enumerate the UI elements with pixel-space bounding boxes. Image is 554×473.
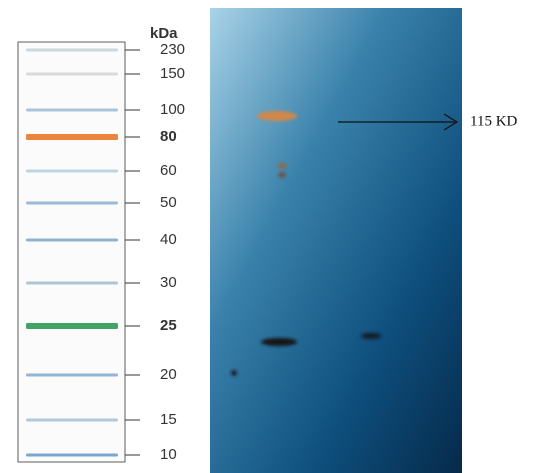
marker-label: 15 <box>160 411 177 428</box>
ladder: 230 150 100 80 60 50 40 30 25 20 15 10 <box>26 41 185 463</box>
ladder-band <box>26 72 118 76</box>
band <box>231 370 237 376</box>
ladder-band <box>26 453 118 457</box>
blot-bands <box>231 111 381 376</box>
ladder-band <box>26 134 118 140</box>
blot-panel <box>210 8 462 473</box>
ladder-panel <box>17 41 126 463</box>
marker-label: 150 <box>160 65 185 82</box>
marker-label: 80 <box>160 128 177 145</box>
marker-label: 25 <box>160 317 177 334</box>
ladder-band <box>26 418 118 422</box>
band <box>261 338 297 346</box>
ladder-band <box>26 169 118 173</box>
ladder-band <box>26 201 118 205</box>
ladder-band <box>26 108 118 112</box>
unit-label: kDa <box>150 25 178 42</box>
arrow-head <box>443 113 459 131</box>
ladder-band <box>26 48 118 52</box>
marker-label: 20 <box>160 366 177 383</box>
marker-label: 50 <box>160 194 177 211</box>
marker-label: 10 <box>160 446 177 463</box>
band <box>278 172 286 178</box>
ladder-band <box>26 373 118 377</box>
ladder-band <box>26 238 118 242</box>
marker-label: 100 <box>160 101 185 118</box>
ladder-band <box>26 281 118 285</box>
marker-label: 40 <box>160 231 177 248</box>
annotation-label: 115 KD <box>470 113 518 129</box>
band <box>257 111 297 121</box>
marker-label: 30 <box>160 274 177 291</box>
marker-label: 60 <box>160 162 177 179</box>
band <box>361 333 381 339</box>
marker-label: 230 <box>160 41 185 58</box>
ladder-band <box>26 323 118 329</box>
band <box>277 163 287 169</box>
